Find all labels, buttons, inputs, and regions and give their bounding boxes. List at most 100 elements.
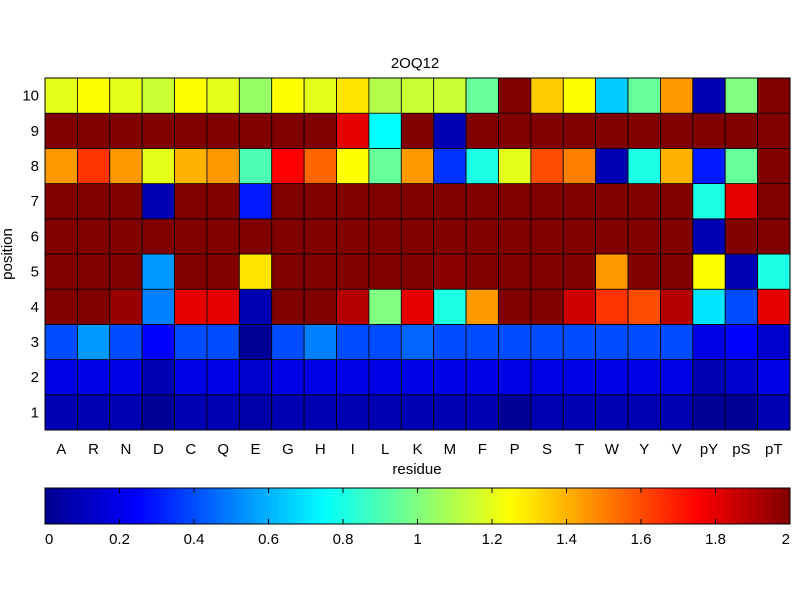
heatmap-cell-M-4 <box>433 288 467 325</box>
heatmap-cell-A-7 <box>44 183 78 220</box>
heatmap-cell-Q-6 <box>206 218 240 255</box>
heatmap-cell-W-8 <box>595 147 629 184</box>
heatmap-cell-F-3 <box>465 323 499 360</box>
heatmap-cell-pS-4 <box>724 288 759 325</box>
colorbar-tick-label: 0.8 <box>333 531 354 548</box>
heatmap-cell-pT-7 <box>757 183 791 220</box>
heatmap-cell-W-6 <box>595 218 629 255</box>
heatmap-cell-S-7 <box>530 183 564 220</box>
y-tick-label: 4 <box>31 299 39 316</box>
heatmap-cell-P-6 <box>498 218 532 255</box>
colorbar-ticks: 0 0.2 0.4 0.6 0.8 1 1.2 1.4 1.6 1.8 2 <box>44 488 791 548</box>
heatmap-cell-Y-9 <box>627 112 661 149</box>
heatmap-cell-R-10 <box>76 77 111 114</box>
heatmap-cell-R-8 <box>76 147 111 184</box>
heatmap-cell-pY-2 <box>692 359 726 396</box>
x-tick-label: C <box>185 441 196 458</box>
heatmap-cell-pS-7 <box>724 183 759 220</box>
heatmap-cell-G-10 <box>271 77 305 114</box>
heatmap-cell-S-1 <box>530 394 564 431</box>
heatmap-cell-L-4 <box>368 288 402 325</box>
heatmap-cell-pT-5 <box>757 253 791 290</box>
heatmap-cell-V-2 <box>660 359 694 396</box>
heatmap-cell-pY-7 <box>692 183 726 220</box>
y-tick-label: 6 <box>31 228 39 245</box>
heatmap-cell-P-10 <box>498 77 532 114</box>
heatmap-cell-I-1 <box>336 394 370 431</box>
heatmap-cell-K-3 <box>400 323 435 360</box>
heatmap-cell-E-8 <box>238 147 273 184</box>
heatmap-cell-F-9 <box>465 112 499 149</box>
heatmap-cell-I-10 <box>336 77 370 114</box>
heatmap-cell-pS-2 <box>724 359 759 396</box>
heatmap-cell-Q-1 <box>206 394 240 431</box>
heatmap-cell-N-9 <box>109 112 143 149</box>
heatmap-cell-Y-2 <box>627 359 661 396</box>
heatmap-cell-Q-5 <box>206 253 240 290</box>
heatmap-cell-C-6 <box>174 218 208 255</box>
heatmap-cell-K-9 <box>400 112 435 149</box>
x-tick-label: G <box>282 441 294 458</box>
heatmap-cell-Y-7 <box>627 183 661 220</box>
heatmap-cell-M-5 <box>433 253 467 290</box>
heatmap-cell-D-9 <box>141 112 175 149</box>
heatmap-cell-Q-2 <box>206 359 240 396</box>
heatmap-cell-P-2 <box>498 359 532 396</box>
heatmap-cell-H-5 <box>303 253 337 290</box>
heatmap-cell-F-7 <box>465 183 499 220</box>
heatmap-cell-T-10 <box>562 77 597 114</box>
x-tick-label: L <box>381 441 389 458</box>
heatmap-cell-Q-9 <box>206 112 240 149</box>
heatmap-cell-pY-1 <box>692 394 726 431</box>
heatmap-cell-pY-5 <box>692 253 726 290</box>
heatmap-cell-H-4 <box>303 288 337 325</box>
colorbar <box>44 487 791 525</box>
heatmap-cell-I-6 <box>336 218 370 255</box>
heatmap-cell-E-6 <box>238 218 273 255</box>
heatmap-cell-N-7 <box>109 183 143 220</box>
y-tick-label: 10 <box>22 88 39 105</box>
x-tick-label: P <box>510 441 520 458</box>
heatmap-cell-R-2 <box>76 359 111 396</box>
heatmap-cell-H-8 <box>303 147 337 184</box>
heatmap-cell-H-10 <box>303 77 337 114</box>
heatmap-cell-C-1 <box>174 394 208 431</box>
x-tick-label: pT <box>765 441 783 458</box>
heatmap-cell-pS-1 <box>724 394 759 431</box>
heatmap-cell-Q-3 <box>206 323 240 360</box>
x-tick-label: K <box>412 441 422 458</box>
heatmap-cell-S-5 <box>530 253 564 290</box>
heatmap-cell-N-1 <box>109 394 143 431</box>
heatmap-cell-pY-9 <box>692 112 726 149</box>
heatmap-cell-K-2 <box>400 359 435 396</box>
heatmap-cell-W-4 <box>595 288 629 325</box>
heatmap-cell-K-1 <box>400 394 435 431</box>
x-tick-label: M <box>444 441 457 458</box>
heatmap-cell-R-5 <box>76 253 111 290</box>
x-tick-label: I <box>351 441 355 458</box>
heatmap-cell-H-7 <box>303 183 337 220</box>
heatmap-cell-L-9 <box>368 112 402 149</box>
heatmap-cell-V-3 <box>660 323 694 360</box>
heatmap-cell-pY-3 <box>692 323 726 360</box>
heatmap-cell-A-9 <box>44 112 78 149</box>
heatmap-cell-F-6 <box>465 218 499 255</box>
y-tick-label: 9 <box>31 123 39 140</box>
heatmap-cell-T-9 <box>562 112 597 149</box>
heatmap-cell-N-6 <box>109 218 143 255</box>
heatmap-cell-Y-3 <box>627 323 661 360</box>
heatmap-cell-Q-7 <box>206 183 240 220</box>
heatmap-cell-D-10 <box>141 77 175 114</box>
heatmap-cell-R-6 <box>76 218 111 255</box>
heatmap-cell-A-4 <box>44 288 78 325</box>
heatmap-cell-Q-10 <box>206 77 240 114</box>
heatmap-cell-S-2 <box>530 359 564 396</box>
heatmap-cell-Q-8 <box>206 147 240 184</box>
heatmap-cell-pT-6 <box>757 218 791 255</box>
heatmap-cell-pT-2 <box>757 359 791 396</box>
heatmap-cell-E-4 <box>238 288 273 325</box>
heatmap-cell-K-10 <box>400 77 435 114</box>
y-tick-label: 5 <box>31 264 39 281</box>
heatmap-cell-S-9 <box>530 112 564 149</box>
